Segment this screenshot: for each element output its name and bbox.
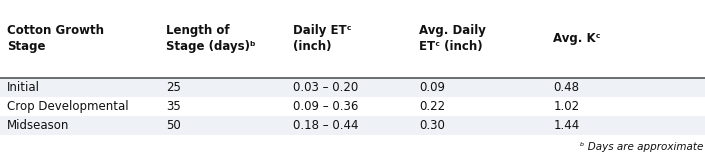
Text: Cotton Growth
Stage: Cotton Growth Stage [7, 24, 104, 53]
Text: 0.03 – 0.20: 0.03 – 0.20 [293, 81, 358, 94]
Text: Daily ETᶜ
(inch): Daily ETᶜ (inch) [293, 24, 351, 53]
Bar [0, 78, 705, 97]
Bar [0, 97, 705, 116]
Text: 1.02: 1.02 [553, 100, 580, 113]
Text: Avg. Kᶜ: Avg. Kᶜ [553, 32, 601, 45]
Text: 25: 25 [166, 81, 180, 94]
Text: 50: 50 [166, 119, 180, 132]
Text: 0.18 – 0.44: 0.18 – 0.44 [293, 119, 358, 132]
Text: 1.44: 1.44 [553, 119, 580, 132]
Text: 0.30: 0.30 [419, 119, 446, 132]
Text: 0.09: 0.09 [419, 81, 446, 94]
Text: Length of
Stage (days)ᵇ: Length of Stage (days)ᵇ [166, 24, 255, 53]
Text: Crop Developmental: Crop Developmental [7, 100, 129, 113]
Text: 0.48: 0.48 [553, 81, 580, 94]
Text: Midseason: Midseason [7, 119, 69, 132]
Text: Initial: Initial [7, 81, 40, 94]
Text: 0.09 – 0.36: 0.09 – 0.36 [293, 100, 358, 113]
Bar [0, 116, 705, 135]
Text: 0.22: 0.22 [419, 100, 446, 113]
Text: ᵇ Days are approximate: ᵇ Days are approximate [580, 142, 704, 152]
Text: 35: 35 [166, 100, 180, 113]
Text: Avg. Daily
ETᶜ (inch): Avg. Daily ETᶜ (inch) [419, 24, 486, 53]
